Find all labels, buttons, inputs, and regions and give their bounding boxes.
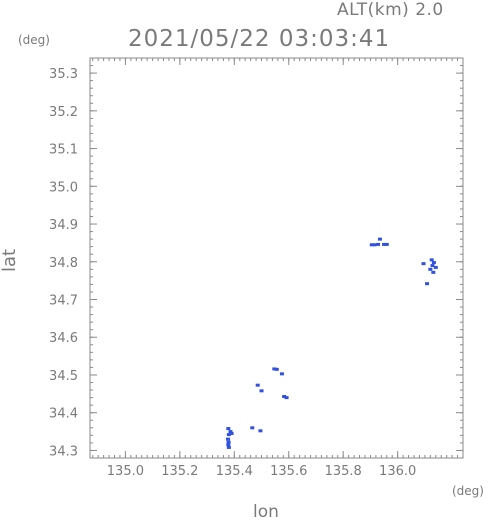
- y-tick-label: 34.6: [49, 331, 78, 346]
- y-tick-label: 35.3: [49, 67, 78, 82]
- data-point: [226, 445, 231, 449]
- data-point: [429, 258, 434, 262]
- data-point: [279, 372, 284, 376]
- data-point: [431, 270, 436, 274]
- data-point: [433, 265, 438, 269]
- y-axis-unit: (deg): [18, 33, 50, 47]
- data-point: [226, 427, 231, 431]
- data-point: [372, 243, 377, 247]
- data-point: [228, 430, 233, 434]
- data-point: [376, 242, 381, 246]
- data-point: [425, 282, 430, 286]
- y-tick-label: 34.3: [49, 444, 78, 459]
- x-tick-label: 135.6: [270, 464, 307, 479]
- data-point: [421, 262, 426, 266]
- y-tick-label: 34.4: [49, 407, 78, 422]
- data-point: [272, 367, 277, 371]
- altitude-label: ALT(km) 2.0: [337, 0, 444, 20]
- data-point: [382, 242, 387, 246]
- x-axis-unit: (deg): [452, 484, 484, 498]
- axis-ticks: 135.0 135.2 135.4 135.6 135.8 136.0 34.3 34.4 34…: [49, 57, 464, 479]
- data-point: [284, 396, 289, 400]
- x-tick-label: 135.4: [216, 464, 253, 479]
- x-tick-label: 136.0: [379, 464, 416, 479]
- x-tick-label: 135.2: [161, 464, 198, 479]
- data-points: [226, 237, 438, 449]
- y-tick-label: 34.7: [49, 294, 78, 309]
- data-point: [430, 264, 435, 268]
- data-point: [384, 242, 389, 246]
- data-point: [377, 237, 382, 241]
- y-tick-label: 35.0: [49, 180, 78, 195]
- plot-frame: [89, 57, 464, 459]
- x-axis-label: lon: [253, 502, 279, 522]
- data-point: [369, 243, 374, 247]
- data-point: [226, 437, 231, 441]
- y-tick-label: 34.8: [49, 256, 78, 271]
- data-point: [274, 367, 279, 371]
- data-point: [250, 426, 255, 430]
- y-tick-label: 34.9: [49, 218, 78, 233]
- x-tick-label: 135.8: [325, 464, 362, 479]
- y-tick-label: 35.1: [49, 143, 78, 158]
- data-point: [226, 440, 231, 444]
- data-point: [259, 389, 264, 393]
- data-point: [255, 383, 260, 387]
- data-point: [258, 429, 263, 433]
- data-point: [229, 431, 234, 435]
- data-point: [428, 267, 433, 271]
- chart-title: 2021/05/22 03:03:41: [128, 26, 391, 52]
- x-tick-label: 135.0: [107, 464, 144, 479]
- data-point: [226, 433, 231, 437]
- data-point: [226, 443, 231, 447]
- data-point: [431, 261, 436, 265]
- data-point: [282, 394, 287, 398]
- y-tick-label: 34.5: [49, 369, 78, 384]
- y-tick-label: 35.2: [49, 105, 78, 120]
